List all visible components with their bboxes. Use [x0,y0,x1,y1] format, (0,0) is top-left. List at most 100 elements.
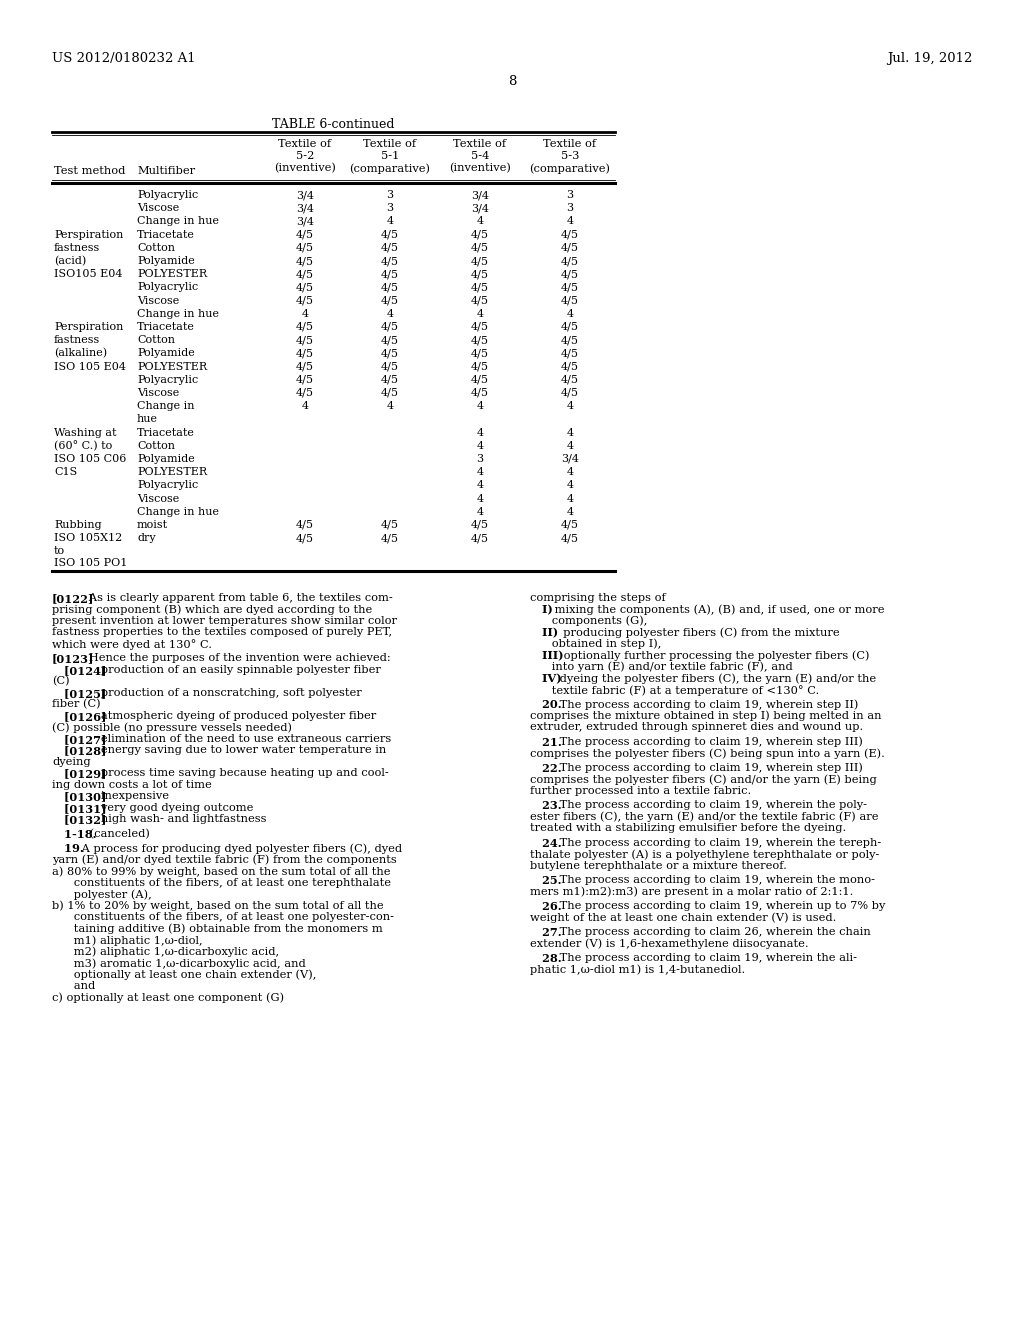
Text: 4/5: 4/5 [381,230,399,240]
Text: Cotton: Cotton [137,335,175,346]
Text: 3/4: 3/4 [296,203,314,214]
Text: ISO 105 PO1: ISO 105 PO1 [54,557,127,568]
Text: [0131]: [0131] [52,803,106,814]
Text: fastness: fastness [54,243,100,253]
Text: 4/5: 4/5 [561,533,579,544]
Text: 4: 4 [476,428,483,438]
Text: 4/5: 4/5 [381,243,399,253]
Text: obtained in step I),: obtained in step I), [530,639,662,649]
Text: Triacetate: Triacetate [137,230,195,240]
Text: The process according to claim 19, wherein step II): The process according to claim 19, where… [556,700,858,710]
Text: 5-1: 5-1 [381,150,399,161]
Text: 5-2: 5-2 [296,150,314,161]
Text: 20.: 20. [530,700,561,710]
Text: Rubbing: Rubbing [54,520,101,531]
Text: Polyacrylic: Polyacrylic [137,480,199,491]
Text: 4/5: 4/5 [471,335,489,346]
Text: extender (V) is 1,6-hexamethylene diisocyanate.: extender (V) is 1,6-hexamethylene diisoc… [530,939,809,949]
Text: The process according to claim 19, wherein step III): The process according to claim 19, where… [556,763,862,774]
Text: 5-4: 5-4 [471,150,489,161]
Text: 4/5: 4/5 [561,243,579,253]
Text: yarn (E) and/or dyed textile fabric (F) from the components: yarn (E) and/or dyed textile fabric (F) … [52,855,396,866]
Text: m1) aliphatic 1,ω-diol,: m1) aliphatic 1,ω-diol, [52,936,203,946]
Text: 4/5: 4/5 [381,388,399,399]
Text: POLYESTER: POLYESTER [137,362,207,372]
Text: 4: 4 [476,441,483,451]
Text: 4/5: 4/5 [561,322,579,333]
Text: 4/5: 4/5 [471,243,489,253]
Text: [0122]: [0122] [52,593,94,603]
Text: 3: 3 [566,190,573,201]
Text: fiber (C): fiber (C) [52,700,100,710]
Text: 4: 4 [476,216,483,227]
Text: atmospheric dyeing of produced polyester fiber: atmospheric dyeing of produced polyester… [90,711,377,721]
Text: 4: 4 [566,441,573,451]
Text: 5-3: 5-3 [561,150,580,161]
Text: 4/5: 4/5 [471,348,489,359]
Text: Test method: Test method [54,166,125,176]
Text: 4/5: 4/5 [561,230,579,240]
Text: (inventive): (inventive) [274,162,336,173]
Text: Perspiration: Perspiration [54,322,123,333]
Text: Polyacrylic: Polyacrylic [137,282,199,293]
Text: constituents of the fibers, of at least one polyester-con-: constituents of the fibers, of at least … [52,912,394,923]
Text: 4/5: 4/5 [296,348,314,359]
Text: 4/5: 4/5 [381,322,399,333]
Text: Polyamide: Polyamide [137,348,195,359]
Text: 4/5: 4/5 [381,375,399,385]
Text: 3/4: 3/4 [471,203,489,214]
Text: Textile of: Textile of [364,139,417,149]
Text: Change in hue: Change in hue [137,309,219,319]
Text: Textile of: Textile of [454,139,507,149]
Text: ing down costs a lot of time: ing down costs a lot of time [52,780,212,789]
Text: 4/5: 4/5 [561,520,579,531]
Text: Perspiration: Perspiration [54,230,123,240]
Text: 23.: 23. [530,800,561,812]
Text: components (G),: components (G), [530,616,647,627]
Text: very good dyeing outcome: very good dyeing outcome [90,803,254,813]
Text: m3) aromatic 1,ω-dicarboxylic acid, and: m3) aromatic 1,ω-dicarboxylic acid, and [52,958,306,969]
Text: US 2012/0180232 A1: US 2012/0180232 A1 [52,51,196,65]
Text: 26.: 26. [530,902,561,912]
Text: 4/5: 4/5 [471,269,489,280]
Text: Cotton: Cotton [137,441,175,451]
Text: II): II) [530,627,558,639]
Text: 4/5: 4/5 [561,348,579,359]
Text: Triacetate: Triacetate [137,428,195,438]
Text: 4/5: 4/5 [296,388,314,399]
Text: dyeing the polyester fibers (C), the yarn (E) and/or the: dyeing the polyester fibers (C), the yar… [556,673,876,684]
Text: Change in hue: Change in hue [137,216,219,227]
Text: 3/4: 3/4 [296,216,314,227]
Text: 4/5: 4/5 [296,520,314,531]
Text: 3/4: 3/4 [296,190,314,201]
Text: Viscose: Viscose [137,494,179,504]
Text: 4/5: 4/5 [296,375,314,385]
Text: Multifiber: Multifiber [137,166,196,176]
Text: comprises the polyester fibers (C) being spun into a yarn (E).: comprises the polyester fibers (C) being… [530,748,885,759]
Text: constituents of the fibers, of at least one terephthalate: constituents of the fibers, of at least … [52,878,391,888]
Text: 4: 4 [566,507,573,517]
Text: 4: 4 [476,494,483,504]
Text: 4/5: 4/5 [561,375,579,385]
Text: 4/5: 4/5 [381,335,399,346]
Text: 4/5: 4/5 [471,322,489,333]
Text: 4: 4 [476,401,483,412]
Text: 4/5: 4/5 [471,520,489,531]
Text: 4/5: 4/5 [296,533,314,544]
Text: phatic 1,ω-diol m1) is 1,4-butanediol.: phatic 1,ω-diol m1) is 1,4-butanediol. [530,965,745,975]
Text: (inventive): (inventive) [450,162,511,173]
Text: IV): IV) [530,673,562,684]
Text: comprises the mixture obtained in step I) being melted in an: comprises the mixture obtained in step I… [530,711,882,722]
Text: weight of the at least one chain extender (V) is used.: weight of the at least one chain extende… [530,913,837,924]
Text: 4/5: 4/5 [296,335,314,346]
Text: hue: hue [137,414,158,425]
Text: into yarn (E) and/or textile fabric (F), and: into yarn (E) and/or textile fabric (F),… [530,661,793,672]
Text: to: to [54,546,66,557]
Text: 4/5: 4/5 [296,230,314,240]
Text: [0127]: [0127] [52,734,106,744]
Text: 4: 4 [566,309,573,319]
Text: 4/5: 4/5 [471,282,489,293]
Text: TABLE 6-continued: TABLE 6-continued [272,117,394,131]
Text: 4/5: 4/5 [561,269,579,280]
Text: thalate polyester (A) is a polyethylene terephthalate or poly-: thalate polyester (A) is a polyethylene … [530,849,880,859]
